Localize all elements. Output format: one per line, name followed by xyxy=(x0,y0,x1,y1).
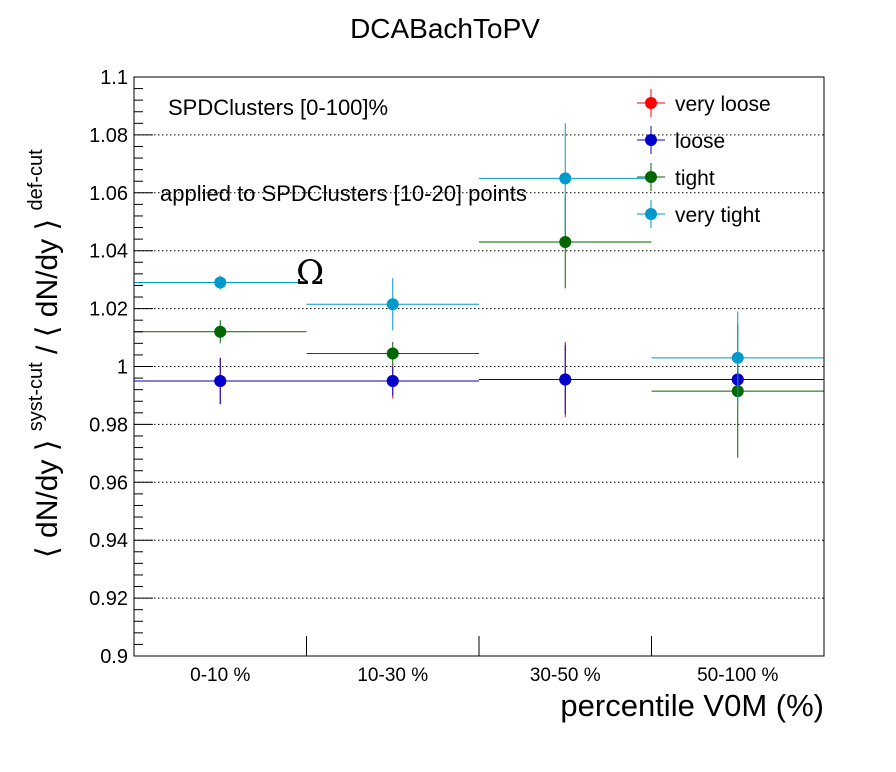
x-tick-label: 0-10 % xyxy=(190,665,250,686)
grid-lines xyxy=(134,134,824,599)
legend-marker xyxy=(645,97,657,109)
legend-marker xyxy=(645,171,657,183)
y-label-denominator: ⟨ dN/dy ⟩ xyxy=(31,219,64,337)
x-tick-label: 50-100 % xyxy=(697,665,778,686)
legend-label: very loose xyxy=(675,93,771,116)
y-label-numerator-sup: syst-cut xyxy=(25,362,47,431)
x-axis-label: percentile V0M (%) xyxy=(560,688,824,723)
data-point xyxy=(386,374,399,387)
data-point xyxy=(214,374,227,387)
selection-annotation: SPDClusters [0-100]% xyxy=(168,95,388,120)
y-tick-label: 0.96 xyxy=(89,472,128,494)
data-point xyxy=(731,351,744,364)
particle-symbol: Ω xyxy=(296,253,324,293)
y-tick-label: 1.04 xyxy=(89,241,128,263)
legend-marker xyxy=(645,208,657,220)
y-tick-label: 1.06 xyxy=(89,183,128,205)
y-axis-label: ⟨ dN/dy ⟩ syst-cut / ⟨ dN/dy ⟩ def-cut xyxy=(16,149,64,558)
legend-item: tight xyxy=(637,163,715,191)
legend-label: loose xyxy=(675,130,725,153)
legend-item: very loose xyxy=(637,89,771,117)
x-tick-label: 10-30 % xyxy=(357,665,428,686)
applied-annotation: applied to SPDClusters [10-20] points xyxy=(160,181,527,206)
legend-item: loose xyxy=(637,126,725,154)
data-point xyxy=(214,276,227,289)
y-label-denominator-sup: def-cut xyxy=(25,149,47,211)
y-axis: 0.9 0.92 0.94 0.96 0.98 1 1.02 1.04 1.06 1.08 1.1 xyxy=(89,67,153,668)
y-tick-label: 1.1 xyxy=(100,67,128,89)
data-series xyxy=(134,123,824,458)
y-tick-label: 1.08 xyxy=(89,125,128,147)
y-tick-label: 0.98 xyxy=(89,414,128,436)
data-point xyxy=(214,325,227,338)
y-tick-label: 0.9 xyxy=(100,646,128,668)
y-tick-label: 1 xyxy=(117,357,128,379)
data-point xyxy=(386,347,399,360)
legend-label: very tight xyxy=(675,204,760,227)
x-tick-label: 30-50 % xyxy=(530,665,601,686)
y-label-numerator: ⟨ dN/dy ⟩ xyxy=(31,440,64,558)
x-axis: 0-10 % 10-30 % 30-50 % 50-100 % xyxy=(190,636,779,686)
legend-marker xyxy=(645,134,657,146)
y-tick-label: 0.92 xyxy=(89,588,128,610)
y-tick-label: 0.94 xyxy=(89,530,128,552)
legend-item: very tight xyxy=(637,200,760,228)
series-very-tight xyxy=(134,123,824,405)
data-point xyxy=(559,236,572,249)
svg-text:⟨ dN/dy ⟩ syst-cut: ⟨ dN/dy ⟩ syst-cut / ⟨ dN/dy ⟩ def-cut xyxy=(16,149,64,558)
legend: very loose loose tight very tight xyxy=(637,89,771,228)
y-tick-label: 1.02 xyxy=(89,299,128,321)
series-loose xyxy=(134,344,824,415)
chart-title: DCABachToPV xyxy=(350,13,540,44)
data-point xyxy=(386,298,399,311)
data-point xyxy=(559,373,572,386)
data-point xyxy=(559,172,572,185)
legend-label: tight xyxy=(675,167,715,190)
y-label-slash: / xyxy=(31,337,64,354)
